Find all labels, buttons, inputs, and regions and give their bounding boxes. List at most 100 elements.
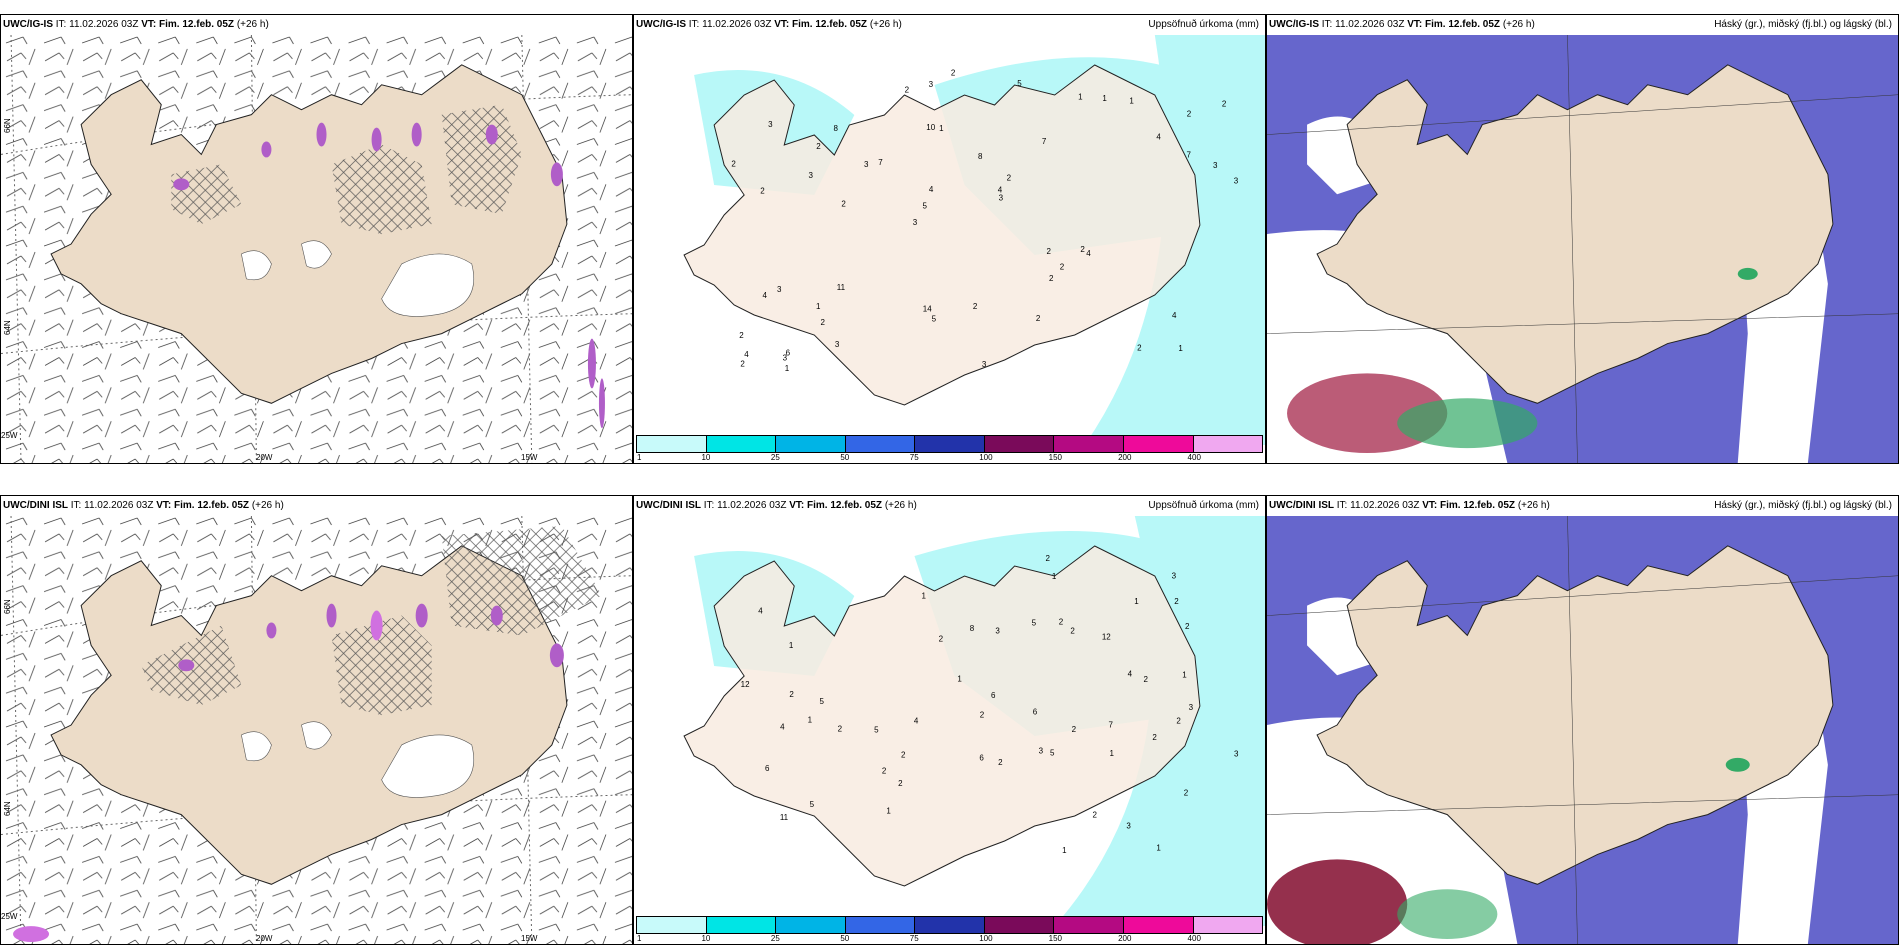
precip-value-label: 3 — [777, 285, 782, 294]
precip-value-label: 2 — [905, 86, 910, 95]
precip-value-label: 4 — [914, 717, 919, 726]
precip-value-label: 3 — [995, 626, 1000, 635]
precip-value-label: 5 — [1017, 79, 1022, 88]
lon-label: 15W — [521, 934, 538, 943]
precip-value-label: 7 — [1108, 720, 1113, 729]
precip-value-label: 14 — [923, 305, 932, 314]
precip-colorbar — [636, 435, 1263, 453]
precip-value-label: 3 — [999, 194, 1004, 203]
precip-value-label: 2 — [939, 635, 944, 644]
iceland-land — [683, 64, 1201, 406]
colorbar-swatch — [1054, 917, 1124, 933]
precip-value-label: 4 — [763, 291, 768, 300]
precip-value-label: 2 — [998, 758, 1003, 767]
precip-value-label: 8 — [834, 124, 839, 133]
precip-value-label: 11 — [780, 813, 789, 822]
precip-title: Uppsöfnuð úrkoma (mm) — [1148, 19, 1259, 30]
panel-title: UWC/IG-IS IT: 11.02.2026 03Z VT: Fim. 12… — [3, 19, 269, 30]
precip-value-label: 3 — [1234, 177, 1239, 186]
precip-value-label: 1 — [1134, 597, 1139, 606]
precip-value-label: 1 — [1182, 670, 1187, 679]
precip-value-label: 2 — [1152, 733, 1157, 742]
precip-value-label: 1 — [922, 592, 927, 601]
panel-title: UWC/IG-IS IT: 11.02.2026 03Z VT: Fim. 12… — [636, 19, 902, 30]
precip-value-label: 7 — [878, 158, 883, 167]
precip-value-label: 3 — [864, 160, 869, 169]
panel-title: UWC/DINI ISL IT: 11.02.2026 03Z VT: Fim.… — [3, 500, 284, 511]
precip-value-label: 5 — [874, 726, 879, 735]
colorbar-swatch — [637, 436, 707, 452]
lon-label: 25W — [1, 431, 18, 440]
colorbar-labels: 1 10 25 50 75 100 150 200 400 — [636, 453, 1261, 463]
precip-value-label: 8 — [970, 624, 975, 633]
precip-value-label: 3 — [808, 171, 813, 180]
precip-value-label: 4 — [758, 607, 763, 616]
precip-value-label: 1 — [1178, 344, 1183, 353]
lat-label: 64N — [3, 801, 12, 816]
precip-value-label: 6 — [991, 691, 996, 700]
cloud-title: Háský (gr.), miðský (fj.bl.) og lágský (… — [1714, 19, 1892, 30]
colorbar-tick-label: 150 — [1048, 453, 1063, 462]
colorbar-swatch — [915, 436, 985, 452]
precip-value-label: 1 — [939, 124, 944, 133]
precip-value-label: 2 — [1184, 789, 1189, 798]
lat-label: 66N — [3, 599, 12, 614]
precip-map-panel-bottom: UWC/DINI ISL IT: 11.02.2026 03Z VT: Fim.… — [633, 495, 1266, 945]
wind-map — [1, 516, 632, 944]
precip-value-label: 2 — [1036, 314, 1041, 323]
precip-value-label: 5 — [819, 697, 824, 706]
colorbar-tick-label: 75 — [909, 934, 919, 943]
precip-value-label: 2 — [841, 200, 846, 209]
colorbar-tick-label: 50 — [840, 934, 850, 943]
colorbar-swatch — [1123, 436, 1194, 452]
precip-value-label: 11 — [837, 283, 846, 292]
panel-title: UWC/DINI ISL IT: 11.02.2026 03Z VT: Fim.… — [1269, 500, 1550, 511]
precip-value-label: 3 — [929, 80, 934, 89]
precip-value-label: 2 — [1072, 725, 1077, 734]
precip-value-label: 2 — [1059, 617, 1064, 626]
precip-map: 1223761083722124333275144811124233323344… — [683, 35, 1265, 445]
cloud-map — [1267, 516, 1898, 944]
lon-label: 20W — [256, 934, 273, 943]
precip-value-label: 1 — [816, 302, 821, 311]
precip-colorbar — [636, 916, 1263, 934]
precip-value-label: 1 — [1078, 93, 1083, 102]
precip-value-label: 1 — [1156, 844, 1161, 853]
precip-value-label: 2 — [731, 160, 736, 169]
precip-value-label: 2 — [760, 186, 765, 195]
colorbar-tick-label: 10 — [701, 453, 711, 462]
precip-value-label: 5 — [810, 800, 815, 809]
colorbar-swatch — [984, 917, 1055, 933]
colorbar-tick-label: 150 — [1048, 934, 1063, 943]
lat-label: 66N — [3, 118, 12, 133]
lon-label: 20W — [256, 453, 273, 462]
precip-value-label: 5 — [922, 202, 927, 211]
precip-value-label: 4 — [780, 723, 785, 732]
precip-value-label: 1 — [1052, 572, 1057, 581]
colorbar-swatch — [845, 436, 916, 452]
precip-value-label: 2 — [1222, 99, 1227, 108]
precip-value-label: 3 — [783, 353, 788, 362]
precip-value-label: 2 — [951, 69, 956, 78]
colorbar-tick-label: 25 — [770, 934, 780, 943]
colorbar-tick-label: 1 — [637, 934, 642, 943]
precip-value-label: 2 — [1049, 274, 1054, 283]
colorbar-tick-label: 200 — [1118, 934, 1132, 943]
precip-value-label: 1 — [789, 641, 794, 650]
precip-value-label: 6 — [979, 753, 984, 762]
precip-value-label: 4 — [1156, 132, 1161, 141]
precip-value-label: 2 — [1137, 344, 1142, 353]
precip-value-label: 2 — [739, 331, 744, 340]
precip-value-label: 2 — [901, 750, 906, 759]
precip-value-label: 2 — [1080, 245, 1085, 254]
cloud-map-panel-bottom: UWC/DINI ISL IT: 11.02.2026 03Z VT: Fim.… — [1266, 495, 1899, 945]
cloud-title: Háský (gr.), miðský (fj.bl.) og lágský (… — [1714, 500, 1892, 511]
lon-label: 15W — [521, 453, 538, 462]
colorbar-swatch — [915, 917, 985, 933]
colorbar-tick-label: 200 — [1118, 453, 1132, 462]
precip-value-label: 10 — [926, 123, 935, 132]
precip-title: Uppsöfnuð úrkoma (mm) — [1148, 500, 1259, 511]
colorbar-tick-label: 10 — [701, 934, 711, 943]
colorbar-tick-label: 100 — [979, 934, 993, 943]
